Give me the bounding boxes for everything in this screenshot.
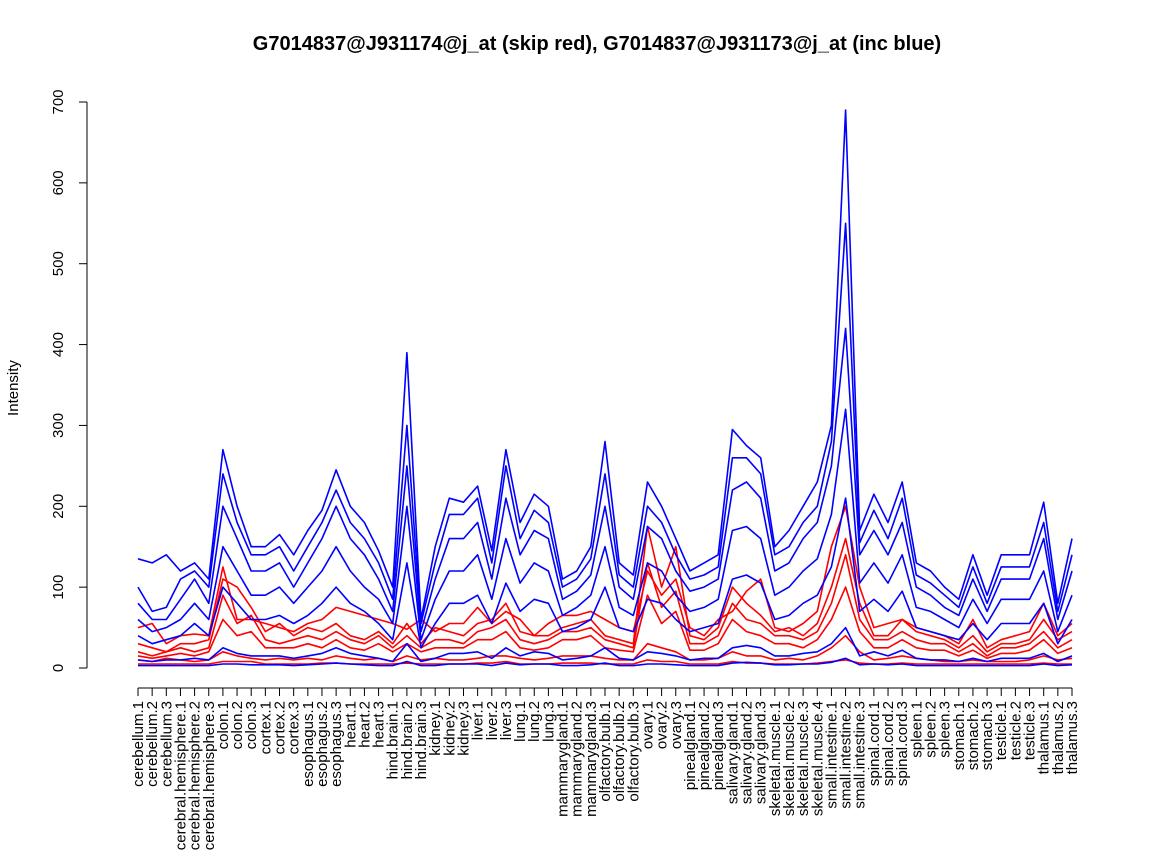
series-line-inc-1 — [137, 109, 1073, 621]
x-tick-label: spleen.1 — [908, 701, 925, 758]
x-tick-label: pinealgland.3 — [710, 701, 727, 790]
x-tick-label: testicle.2 — [1007, 701, 1024, 760]
x-tick-label: olfactory.bulb.3 — [625, 701, 642, 802]
x-tick-label: skeletal.muscle.2 — [781, 701, 798, 816]
chart-title: G7014837@J931174@j_at (skip red), G70148… — [253, 33, 941, 55]
y-axis-label: Intensity — [5, 360, 22, 416]
y-axis: 0 100 200 300 400 500 600 700 — [50, 89, 88, 672]
y-tick-label: 500 — [50, 251, 67, 276]
x-tick-label: esophagus.1 — [300, 701, 317, 787]
x-tick-label: mammarygland.3 — [583, 701, 600, 817]
x-tick-label: salivary.gland.2 — [739, 701, 756, 804]
x-tick-label: stomach.1 — [951, 701, 968, 770]
x-tick-label: salivary.gland.1 — [724, 701, 741, 804]
x-axis: cerebellum.1cerebellum.2cerebellum.3cere… — [130, 687, 1081, 850]
y-tick-label: 400 — [50, 332, 67, 357]
x-tick-label: kidney.1 — [427, 701, 444, 756]
x-tick-label: liver.3 — [498, 701, 515, 740]
series-line-skip-2 — [137, 525, 1073, 653]
x-tick-label: esophagus.3 — [328, 701, 345, 787]
x-tick-label: spleen.3 — [937, 701, 954, 758]
x-tick-label: pinealgland.2 — [696, 701, 713, 790]
series-line-inc-4 — [137, 408, 1073, 641]
x-tick-label: mammarygland.1 — [555, 701, 572, 817]
x-tick-label: hind.brain.1 — [385, 701, 402, 779]
y-tick-label: 600 — [50, 170, 67, 195]
x-tick-label: spinal.cord.2 — [880, 701, 897, 786]
x-tick-label: testicle.3 — [1022, 701, 1039, 760]
x-tick-label: lung.2 — [526, 701, 543, 742]
x-tick-label: ovary.1 — [639, 701, 656, 749]
x-tick-label: cerebellum.1 — [130, 701, 147, 787]
x-tick-label: heart.2 — [356, 701, 373, 748]
x-tick-label: skeletal.muscle.1 — [767, 701, 784, 816]
series-line-inc-7 — [138, 657, 1073, 667]
series-group — [137, 109, 1073, 667]
x-tick-label: spleen.2 — [922, 701, 939, 758]
x-tick-label: lung.1 — [512, 701, 529, 742]
x-tick-label: small.intestine.1 — [823, 701, 840, 809]
x-tick-label: lung.3 — [540, 701, 557, 742]
y-tick-label: 700 — [50, 89, 67, 114]
x-tick-label: kidney.2 — [441, 701, 458, 756]
x-tick-label: colon.3 — [243, 701, 260, 749]
x-tick-label: cortex.3 — [286, 701, 303, 754]
x-tick-label: stomach.3 — [979, 701, 996, 770]
x-tick-label: skeletal.muscle.3 — [795, 701, 812, 816]
series-line-inc-2 — [137, 222, 1073, 625]
x-tick-label: spinal.cord.1 — [866, 701, 883, 786]
x-tick-label: olfactory.bulb.2 — [611, 701, 628, 802]
y-tick-label: 100 — [50, 575, 67, 600]
x-tick-label: small.intestine.2 — [838, 701, 855, 809]
x-tick-label: hind.brain.2 — [399, 701, 416, 779]
x-tick-label: mammarygland.2 — [569, 701, 586, 817]
series-line-inc-6 — [137, 626, 1073, 663]
x-tick-label: ovary.3 — [668, 701, 685, 749]
x-tick-label: cerebral.hemisphere.1 — [172, 701, 189, 850]
series-line-skip-5 — [138, 659, 1072, 665]
series-line-skip-1 — [137, 505, 1073, 649]
x-tick-label: thalamus.3 — [1064, 701, 1081, 774]
y-tick-label: 200 — [50, 494, 67, 519]
x-tick-label: liver.2 — [484, 701, 501, 740]
x-tick-label: olfactory.bulb.1 — [597, 701, 614, 802]
y-tick-label: 300 — [50, 413, 67, 438]
x-tick-label: stomach.2 — [965, 701, 982, 770]
x-tick-label: salivary.gland.3 — [753, 701, 770, 804]
x-tick-label: colon.2 — [229, 701, 246, 749]
x-tick-label: thalamus.1 — [1036, 701, 1053, 774]
x-tick-label: heart.1 — [342, 701, 359, 748]
x-tick-label: ovary.2 — [654, 701, 671, 749]
x-tick-label: cerebral.hemisphere.2 — [187, 701, 204, 850]
x-tick-label: heart.3 — [371, 701, 388, 748]
x-tick-label: colon.1 — [215, 701, 232, 749]
x-tick-label: skeletal.muscle.4 — [809, 701, 826, 816]
x-tick-label: cerebellum.2 — [144, 701, 161, 787]
x-tick-label: hind.brain.3 — [413, 701, 430, 779]
series-line-inc-3 — [137, 327, 1073, 633]
y-tick-label: 0 — [50, 664, 67, 672]
x-tick-label: pinealgland.1 — [682, 701, 699, 790]
x-tick-label: testicle.1 — [993, 701, 1010, 760]
x-tick-label: thalamus.2 — [1050, 701, 1067, 774]
x-tick-label: small.intestine.3 — [852, 701, 869, 809]
x-tick-label: esophagus.2 — [314, 701, 331, 787]
x-tick-label: kidney.3 — [455, 701, 472, 756]
x-tick-label: spinal.cord.3 — [894, 701, 911, 786]
series-line-skip-4 — [137, 553, 1073, 657]
x-tick-label: cortex.2 — [272, 701, 289, 754]
x-tick-label: cerebral.hemisphere.3 — [201, 701, 218, 850]
x-tick-label: cerebellum.3 — [158, 701, 175, 787]
x-tick-label: liver.1 — [470, 701, 487, 740]
series-line-inc-5 — [137, 497, 1073, 649]
x-tick-label: cortex.1 — [257, 701, 274, 754]
